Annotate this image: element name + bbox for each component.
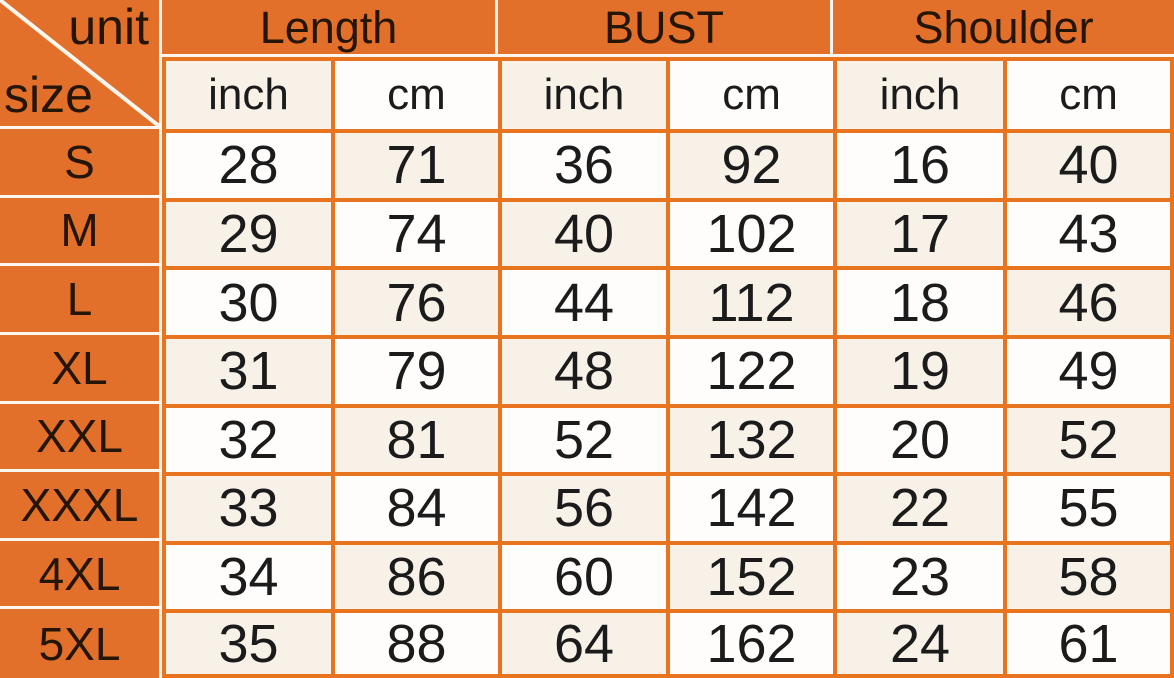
- value-cell: 28: [162, 129, 331, 198]
- diagonal-divider-line: [0, 0, 159, 126]
- group-header-row: unit size Length BUST Shoulder: [0, 0, 1174, 129]
- value-cell: 33: [162, 472, 331, 541]
- value-cell: 46: [1003, 266, 1174, 335]
- value-cell: 102: [666, 197, 834, 267]
- unit-header-length-inch: inch: [162, 57, 331, 129]
- value-cell: 43: [1003, 197, 1174, 267]
- value-cell: 74: [331, 197, 499, 267]
- value-cell: 122: [666, 334, 834, 404]
- value-cell: 49: [1003, 334, 1174, 404]
- value-cell: 64: [498, 609, 667, 678]
- size-label: 5XL: [0, 609, 162, 678]
- value-cell: 162: [666, 609, 834, 678]
- unit-header-bust-inch: inch: [498, 57, 667, 129]
- table-row: 4XL 34 86 60 152 23 58: [0, 540, 1174, 610]
- value-cell: 22: [833, 472, 1004, 541]
- value-cell: 23: [833, 540, 1004, 610]
- column-group-shoulder: Shoulder: [833, 0, 1174, 57]
- value-cell: 56: [498, 472, 667, 541]
- value-cell: 36: [498, 129, 667, 198]
- size-label: XL: [0, 334, 162, 404]
- corner-size-label: size: [4, 67, 93, 123]
- value-cell: 60: [498, 540, 667, 610]
- value-cell: 32: [162, 403, 331, 473]
- value-cell: 152: [666, 540, 834, 610]
- table-row: XL 31 79 48 122 19 49: [0, 334, 1174, 404]
- value-cell: 44: [498, 266, 667, 335]
- unit-header-row: inch cm inch cm inch cm: [0, 57, 1174, 129]
- value-cell: 84: [331, 472, 499, 541]
- column-group-bust: BUST: [498, 0, 834, 57]
- table-row: S 28 71 36 92 16 40: [0, 129, 1174, 198]
- value-cell: 30: [162, 266, 331, 335]
- unit-header-shoulder-inch: inch: [833, 57, 1004, 129]
- value-cell: 40: [498, 197, 667, 267]
- value-cell: 19: [833, 334, 1004, 404]
- value-cell: 88: [331, 609, 499, 678]
- table-row: XXL 32 81 52 132 20 52: [0, 403, 1174, 473]
- value-cell: 79: [331, 334, 499, 404]
- value-cell: 71: [331, 129, 499, 198]
- value-cell: 16: [833, 129, 1004, 198]
- value-cell: 142: [666, 472, 834, 541]
- corner-cell: unit size: [0, 0, 162, 129]
- unit-header-bust-cm: cm: [666, 57, 834, 129]
- value-cell: 55: [1003, 472, 1174, 541]
- corner-unit-label: unit: [68, 0, 149, 55]
- size-label: M: [0, 197, 162, 267]
- table-row: 5XL 35 88 64 162 24 61: [0, 609, 1174, 678]
- value-cell: 35: [162, 609, 331, 678]
- size-label: L: [0, 266, 162, 335]
- unit-header-length-cm: cm: [331, 57, 499, 129]
- value-cell: 61: [1003, 609, 1174, 678]
- value-cell: 31: [162, 334, 331, 404]
- value-cell: 18: [833, 266, 1004, 335]
- value-cell: 24: [833, 609, 1004, 678]
- unit-header-shoulder-cm: cm: [1003, 57, 1174, 129]
- value-cell: 58: [1003, 540, 1174, 610]
- value-cell: 52: [498, 403, 667, 473]
- value-cell: 81: [331, 403, 499, 473]
- column-group-length: Length: [162, 0, 499, 57]
- size-label: 4XL: [0, 540, 162, 610]
- value-cell: 34: [162, 540, 331, 610]
- value-cell: 132: [666, 403, 834, 473]
- value-cell: 29: [162, 197, 331, 267]
- table-row: M 29 74 40 102 17 43: [0, 197, 1174, 267]
- table-row: L 30 76 44 112 18 46: [0, 266, 1174, 335]
- value-cell: 86: [331, 540, 499, 610]
- value-cell: 112: [666, 266, 834, 335]
- value-cell: 52: [1003, 403, 1174, 473]
- size-label: XXL: [0, 403, 162, 473]
- value-cell: 76: [331, 266, 499, 335]
- size-label: XXXL: [0, 472, 162, 541]
- value-cell: 20: [833, 403, 1004, 473]
- value-cell: 17: [833, 197, 1004, 267]
- value-cell: 40: [1003, 129, 1174, 198]
- size-label: S: [0, 129, 162, 198]
- value-cell: 92: [666, 129, 834, 198]
- table-row: XXXL 33 84 56 142 22 55: [0, 472, 1174, 541]
- value-cell: 48: [498, 334, 667, 404]
